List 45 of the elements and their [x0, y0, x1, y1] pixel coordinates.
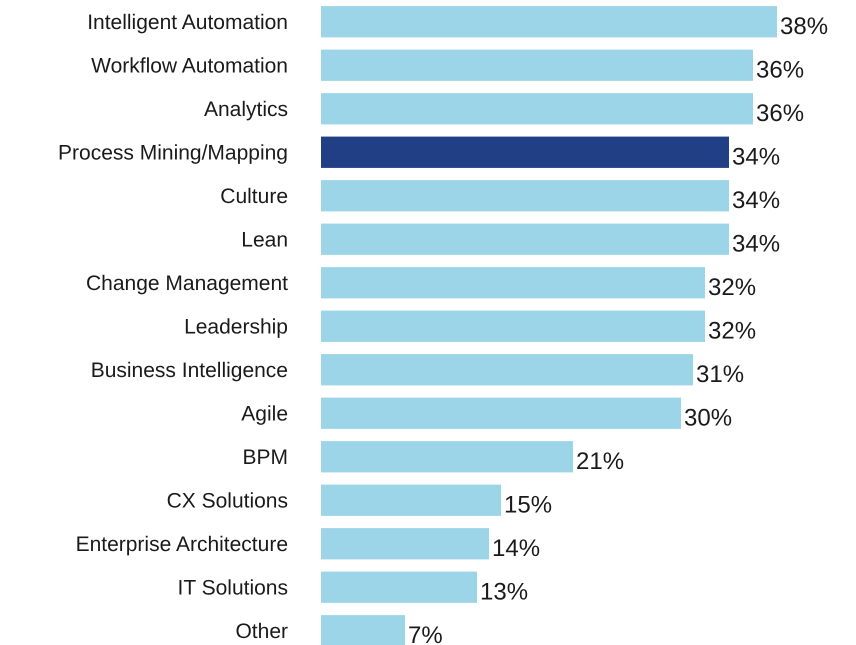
y-tick-label: Agile — [241, 402, 288, 426]
bar — [321, 136, 729, 168]
y-tick-label: Analytics — [204, 98, 288, 122]
data-label: 15% — [504, 492, 552, 519]
y-tick-label: Enterprise Architecture — [76, 533, 288, 556]
y-tick-label: Change Management — [86, 272, 288, 296]
y-tick-label: Leadership — [184, 316, 288, 339]
bar — [321, 224, 729, 255]
data-label: 30% — [684, 404, 732, 432]
data-label: 38% — [780, 13, 828, 40]
bar — [321, 267, 705, 298]
bar — [321, 354, 693, 386]
y-tick-label: Workflow Automation — [91, 54, 288, 78]
bar — [321, 6, 777, 38]
y-tick-label: CX Solutions — [166, 490, 288, 513]
bar — [321, 50, 753, 81]
data-label: 7% — [408, 622, 443, 645]
y-tick-label: Other — [235, 620, 288, 644]
data-label: 21% — [576, 448, 624, 476]
y-tick-label: BPM — [242, 446, 288, 470]
data-label: 36% — [756, 56, 804, 84]
y-tick-label: Business Intelligence — [90, 359, 288, 382]
bar — [321, 528, 489, 560]
data-label: 34% — [732, 230, 780, 258]
bar — [321, 572, 477, 603]
data-label: 14% — [492, 535, 540, 562]
bar — [321, 615, 405, 645]
y-tick-label: Process Mining/Mapping — [58, 142, 288, 165]
data-label: 36% — [756, 100, 804, 128]
data-label: 32% — [708, 274, 756, 302]
bar — [321, 398, 681, 429]
data-label: 13% — [480, 578, 528, 606]
bar — [321, 310, 705, 342]
bar — [321, 93, 753, 124]
y-tick-label: Intelligent Automation — [87, 11, 288, 34]
y-tick-label: Culture — [220, 185, 288, 208]
bar — [321, 441, 573, 472]
y-tick-label: Lean — [241, 228, 288, 252]
bar — [321, 180, 729, 212]
data-label: 32% — [708, 318, 756, 345]
y-tick-label: IT Solutions — [177, 576, 288, 600]
data-label: 34% — [732, 187, 780, 214]
bar — [321, 484, 501, 516]
data-label: 31% — [696, 361, 744, 388]
data-label: 34% — [732, 144, 780, 171]
